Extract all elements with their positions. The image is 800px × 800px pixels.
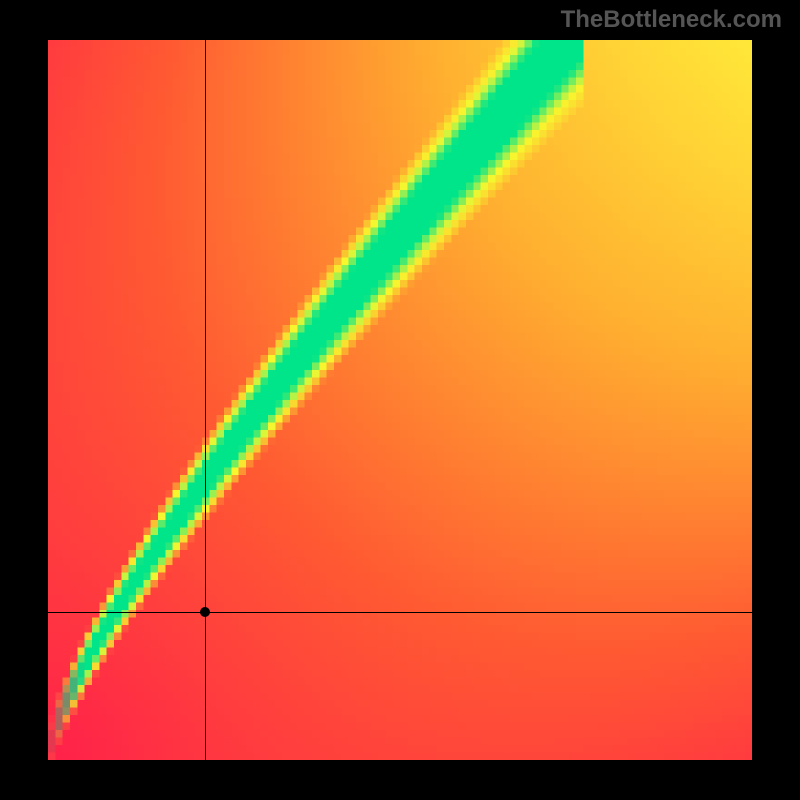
crosshair-dot bbox=[200, 607, 210, 617]
crosshair-horizontal bbox=[48, 612, 752, 613]
bottleneck-heatmap bbox=[48, 40, 752, 760]
heatmap-canvas bbox=[48, 40, 752, 760]
watermark-text: TheBottleneck.com bbox=[561, 6, 782, 34]
crosshair-vertical bbox=[205, 40, 206, 760]
